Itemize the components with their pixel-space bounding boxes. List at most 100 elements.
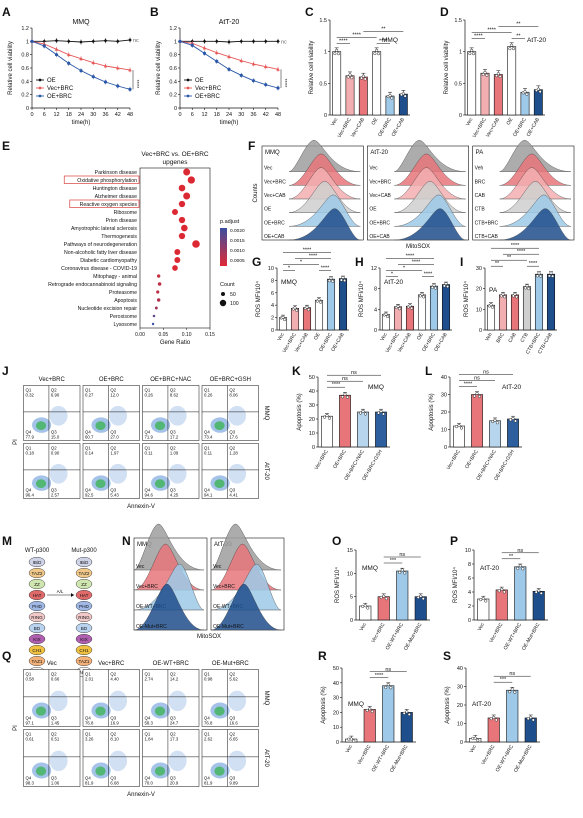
data-point	[534, 590, 538, 594]
density-blob	[227, 750, 247, 772]
data-point	[481, 597, 485, 601]
quadrant-name: Q4	[145, 488, 151, 493]
data-point	[227, 67, 231, 71]
quadrant-name: Q1	[204, 388, 210, 393]
quadrant-value: 17.2	[170, 435, 179, 440]
histogram-curve	[133, 543, 205, 591]
data-point	[422, 295, 426, 299]
bar	[533, 89, 543, 116]
data-point	[343, 279, 347, 283]
bar	[345, 75, 355, 116]
sig-label: *	[403, 266, 406, 272]
data-point	[513, 690, 517, 694]
quadrant-name: Q4	[85, 776, 91, 781]
column-title: OE+BRC+NAC	[150, 377, 192, 383]
data-point	[103, 64, 108, 68]
quadrant-name: Q1	[145, 732, 151, 737]
data-point	[535, 274, 539, 278]
data-point	[190, 43, 194, 47]
data-point	[103, 38, 108, 43]
quadrant-value: 6.65	[229, 737, 238, 742]
y-tick-label: 0.8	[21, 53, 29, 59]
bar	[326, 278, 336, 331]
data-point	[421, 597, 425, 601]
quadrant-name: Q2	[229, 732, 235, 737]
quadrant-value: 58.3	[145, 721, 154, 726]
bar	[510, 294, 520, 331]
quadrant-value: 8.06	[229, 393, 238, 398]
column-title: OE+BRC+GSH	[210, 377, 251, 383]
bar	[414, 596, 427, 621]
x-axis-label: Annexin-V	[127, 504, 155, 510]
data-point	[263, 39, 268, 44]
y-tick-label: 10	[457, 722, 463, 728]
data-point	[525, 92, 529, 96]
x-axis-label: time(h)	[220, 120, 239, 126]
y-tick-label: 0	[271, 328, 274, 334]
y-axis-label: ROS MFI/10⁴	[334, 567, 341, 603]
bar	[357, 411, 369, 448]
histogram-curve	[210, 543, 282, 591]
bar	[382, 685, 395, 743]
x-tick-label: Vec	[359, 622, 369, 633]
y-tick-label: 0	[468, 618, 471, 624]
data-point	[376, 52, 381, 56]
domain-taz1	[75, 655, 93, 667]
data-point	[128, 87, 132, 91]
sig-label: **	[509, 554, 514, 560]
data-point	[359, 411, 363, 415]
quadrant-value: 3.26	[85, 737, 94, 742]
quadrant-name: Q4	[85, 716, 91, 721]
sig-label: ****	[464, 382, 473, 388]
quadrant-value: 94.6	[145, 493, 154, 498]
pathway-label: Nucleotide excision repair	[78, 306, 138, 312]
bar	[524, 717, 537, 743]
quadrant-value: 0.26	[204, 393, 213, 398]
data-point	[471, 52, 476, 56]
bar	[429, 285, 439, 331]
quadrant-name: Q1	[204, 672, 210, 677]
data-point	[527, 287, 531, 291]
domain-label: ZZ	[34, 582, 40, 587]
legend-label: OE+BRC	[195, 94, 221, 100]
density-core	[154, 766, 166, 776]
column-title: Vec+BRC	[98, 661, 125, 667]
quadrant-value: 6.68	[110, 781, 119, 786]
data-point	[317, 298, 321, 302]
sig-label: **	[507, 255, 512, 261]
bar	[480, 72, 490, 116]
y-tick-label: 4	[468, 590, 471, 596]
row-label: Vec	[213, 564, 222, 570]
dot-plot-frame	[82, 443, 140, 499]
panel-letter-g: G	[252, 255, 261, 269]
pathway-label: Retrograde endocannabinoid signaling	[48, 282, 137, 288]
data-point	[349, 737, 353, 741]
quadrant-name: Q3	[110, 430, 116, 435]
quadrant-name: Q4	[145, 776, 151, 781]
y-axis-label: Counts	[253, 183, 259, 202]
x-tick-label: 6	[191, 112, 194, 118]
dot-plot-frame	[142, 669, 200, 727]
sig-label: ns	[509, 671, 515, 677]
panel-letter-b: B	[150, 5, 159, 19]
data-point	[79, 69, 83, 73]
data-point	[128, 38, 132, 42]
data-point	[307, 308, 311, 312]
data-point	[346, 75, 350, 79]
data-point	[363, 412, 367, 416]
data-point	[361, 409, 365, 413]
x-tick-label: Vec	[469, 744, 479, 755]
bar	[393, 306, 403, 331]
quadrant-value: 16.9	[110, 721, 119, 726]
data-point	[251, 39, 256, 44]
quadrant-value: 0.98	[204, 677, 213, 682]
quadrant-name: Q1	[26, 732, 32, 737]
quadrant-value: 1.84	[145, 737, 154, 742]
y-tick-label: 20	[333, 710, 339, 716]
bar	[506, 689, 519, 743]
data-point	[264, 83, 268, 87]
sig-label: ns	[474, 376, 480, 382]
quadrant-value: 17.3	[170, 737, 179, 742]
pathway-label: Diabetic cardiomyopathy	[80, 258, 137, 264]
histogram-f: MMQ Vec Vec+BRC Vec+CAB OE OE+BRC OE+CAB AtT-20…	[253, 140, 575, 250]
